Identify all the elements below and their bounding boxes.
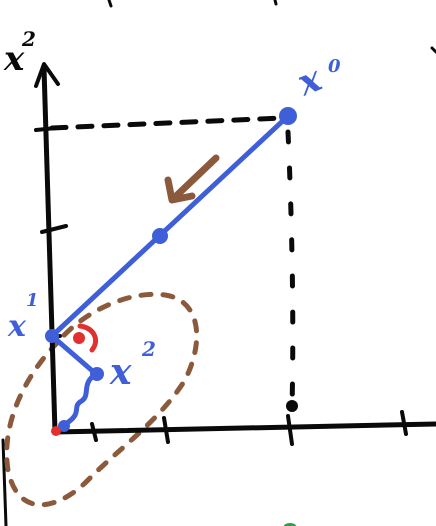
label-x0-sup: 0 bbox=[328, 56, 341, 77]
descent-arrow-head bbox=[164, 176, 196, 204]
path-segment-x2-origin bbox=[59, 371, 99, 429]
angle-marker bbox=[77, 323, 98, 353]
loss-contour bbox=[4, 291, 200, 508]
label-x2-sup: 2 bbox=[141, 337, 156, 361]
label-x0: x bbox=[291, 57, 328, 105]
axis-label-sup: 2 bbox=[21, 27, 36, 51]
axis-label: x bbox=[3, 39, 25, 79]
left-edge-line bbox=[1, 438, 8, 526]
descent-arrow-shaft bbox=[170, 154, 220, 202]
top-edge-mark-right bbox=[273, 0, 278, 6]
origin-dot bbox=[51, 426, 61, 436]
x-tick-3 bbox=[286, 414, 294, 446]
path-segment-x0-x1 bbox=[49, 113, 291, 339]
point-x1 bbox=[45, 329, 59, 343]
bottom-green-mark bbox=[284, 523, 296, 526]
horizontal-axis-ticks bbox=[90, 410, 408, 446]
top-edge-mark-left bbox=[107, 0, 113, 8]
horizontal-axis bbox=[52, 421, 436, 435]
right-edge-mark bbox=[430, 46, 436, 54]
label-x1-sup: 1 bbox=[26, 290, 39, 311]
x-tick-2 bbox=[162, 416, 170, 444]
y-tick-mid bbox=[40, 224, 68, 234]
vertical-axis-arrow bbox=[34, 62, 60, 88]
vertical-axis bbox=[41, 65, 58, 435]
point-x0 bbox=[279, 107, 297, 125]
x-tick-4 bbox=[400, 410, 408, 436]
projection-vertical bbox=[285, 129, 296, 411]
point-mid bbox=[152, 228, 168, 244]
point-final bbox=[58, 420, 70, 432]
projection-foot-dot bbox=[286, 400, 298, 412]
path-segment-x1-x2 bbox=[49, 333, 99, 377]
angle-marker-dot bbox=[73, 332, 85, 344]
x-tick-1 bbox=[90, 422, 98, 442]
label-x2: x bbox=[109, 351, 132, 393]
projection-horizontal bbox=[49, 115, 285, 131]
point-x2 bbox=[90, 367, 104, 381]
label-x1: x bbox=[7, 309, 27, 344]
